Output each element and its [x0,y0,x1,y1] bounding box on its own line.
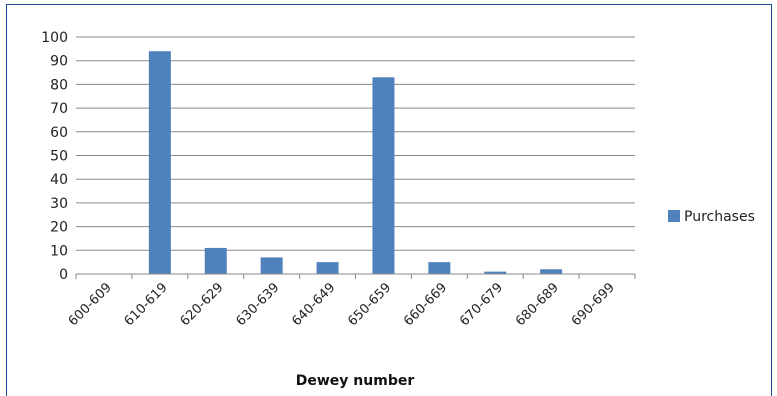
y-tick-label: 0 [59,267,68,283]
legend-label: Purchases [684,209,755,225]
x-tick-label: 650-659 [345,280,394,329]
x-axis-ticks: 600-609 610-619 620-629 630-639 640-649 650-6… [66,274,636,329]
y-tick-label: 80 [50,77,68,93]
y-tick-label: 20 [50,220,68,236]
bar-630-639 [260,257,283,274]
x-tick-label: 690-699 [569,280,618,329]
x-tick-label: 670-679 [457,280,506,329]
bars [148,51,563,274]
y-tick-label: 40 [50,172,68,188]
bar-680-689 [540,269,563,274]
y-tick-label: 10 [50,243,68,259]
x-tick-label: 620-629 [178,280,227,329]
bar-640-649 [316,262,339,274]
x-tick-label: 640-649 [289,280,338,329]
x-tick-label: 610-619 [122,280,171,329]
bar-650-659 [372,77,395,274]
y-tick-label: 30 [50,196,68,212]
x-tick-label: 660-669 [401,280,450,329]
bar-670-679 [484,271,507,274]
legend-swatch [668,210,680,222]
x-axis-label: Dewey number [296,373,415,389]
y-tick-label: 90 [50,54,68,70]
x-tick-label: 630-639 [233,280,282,329]
bar-660-669 [428,262,451,274]
y-tick-label: 70 [50,101,68,117]
y-tick-label: 50 [50,149,68,165]
bar-610-619 [148,51,171,274]
y-axis-ticks: 0 10 20 30 40 50 60 70 80 90 100 [41,30,68,283]
bar-620-629 [204,247,227,274]
y-tick-label: 60 [50,125,68,141]
x-tick-label: 600-609 [66,280,115,329]
legend: Purchases [668,209,755,225]
x-tick-label: 680-689 [513,280,562,329]
y-tick-label: 100 [41,30,68,46]
